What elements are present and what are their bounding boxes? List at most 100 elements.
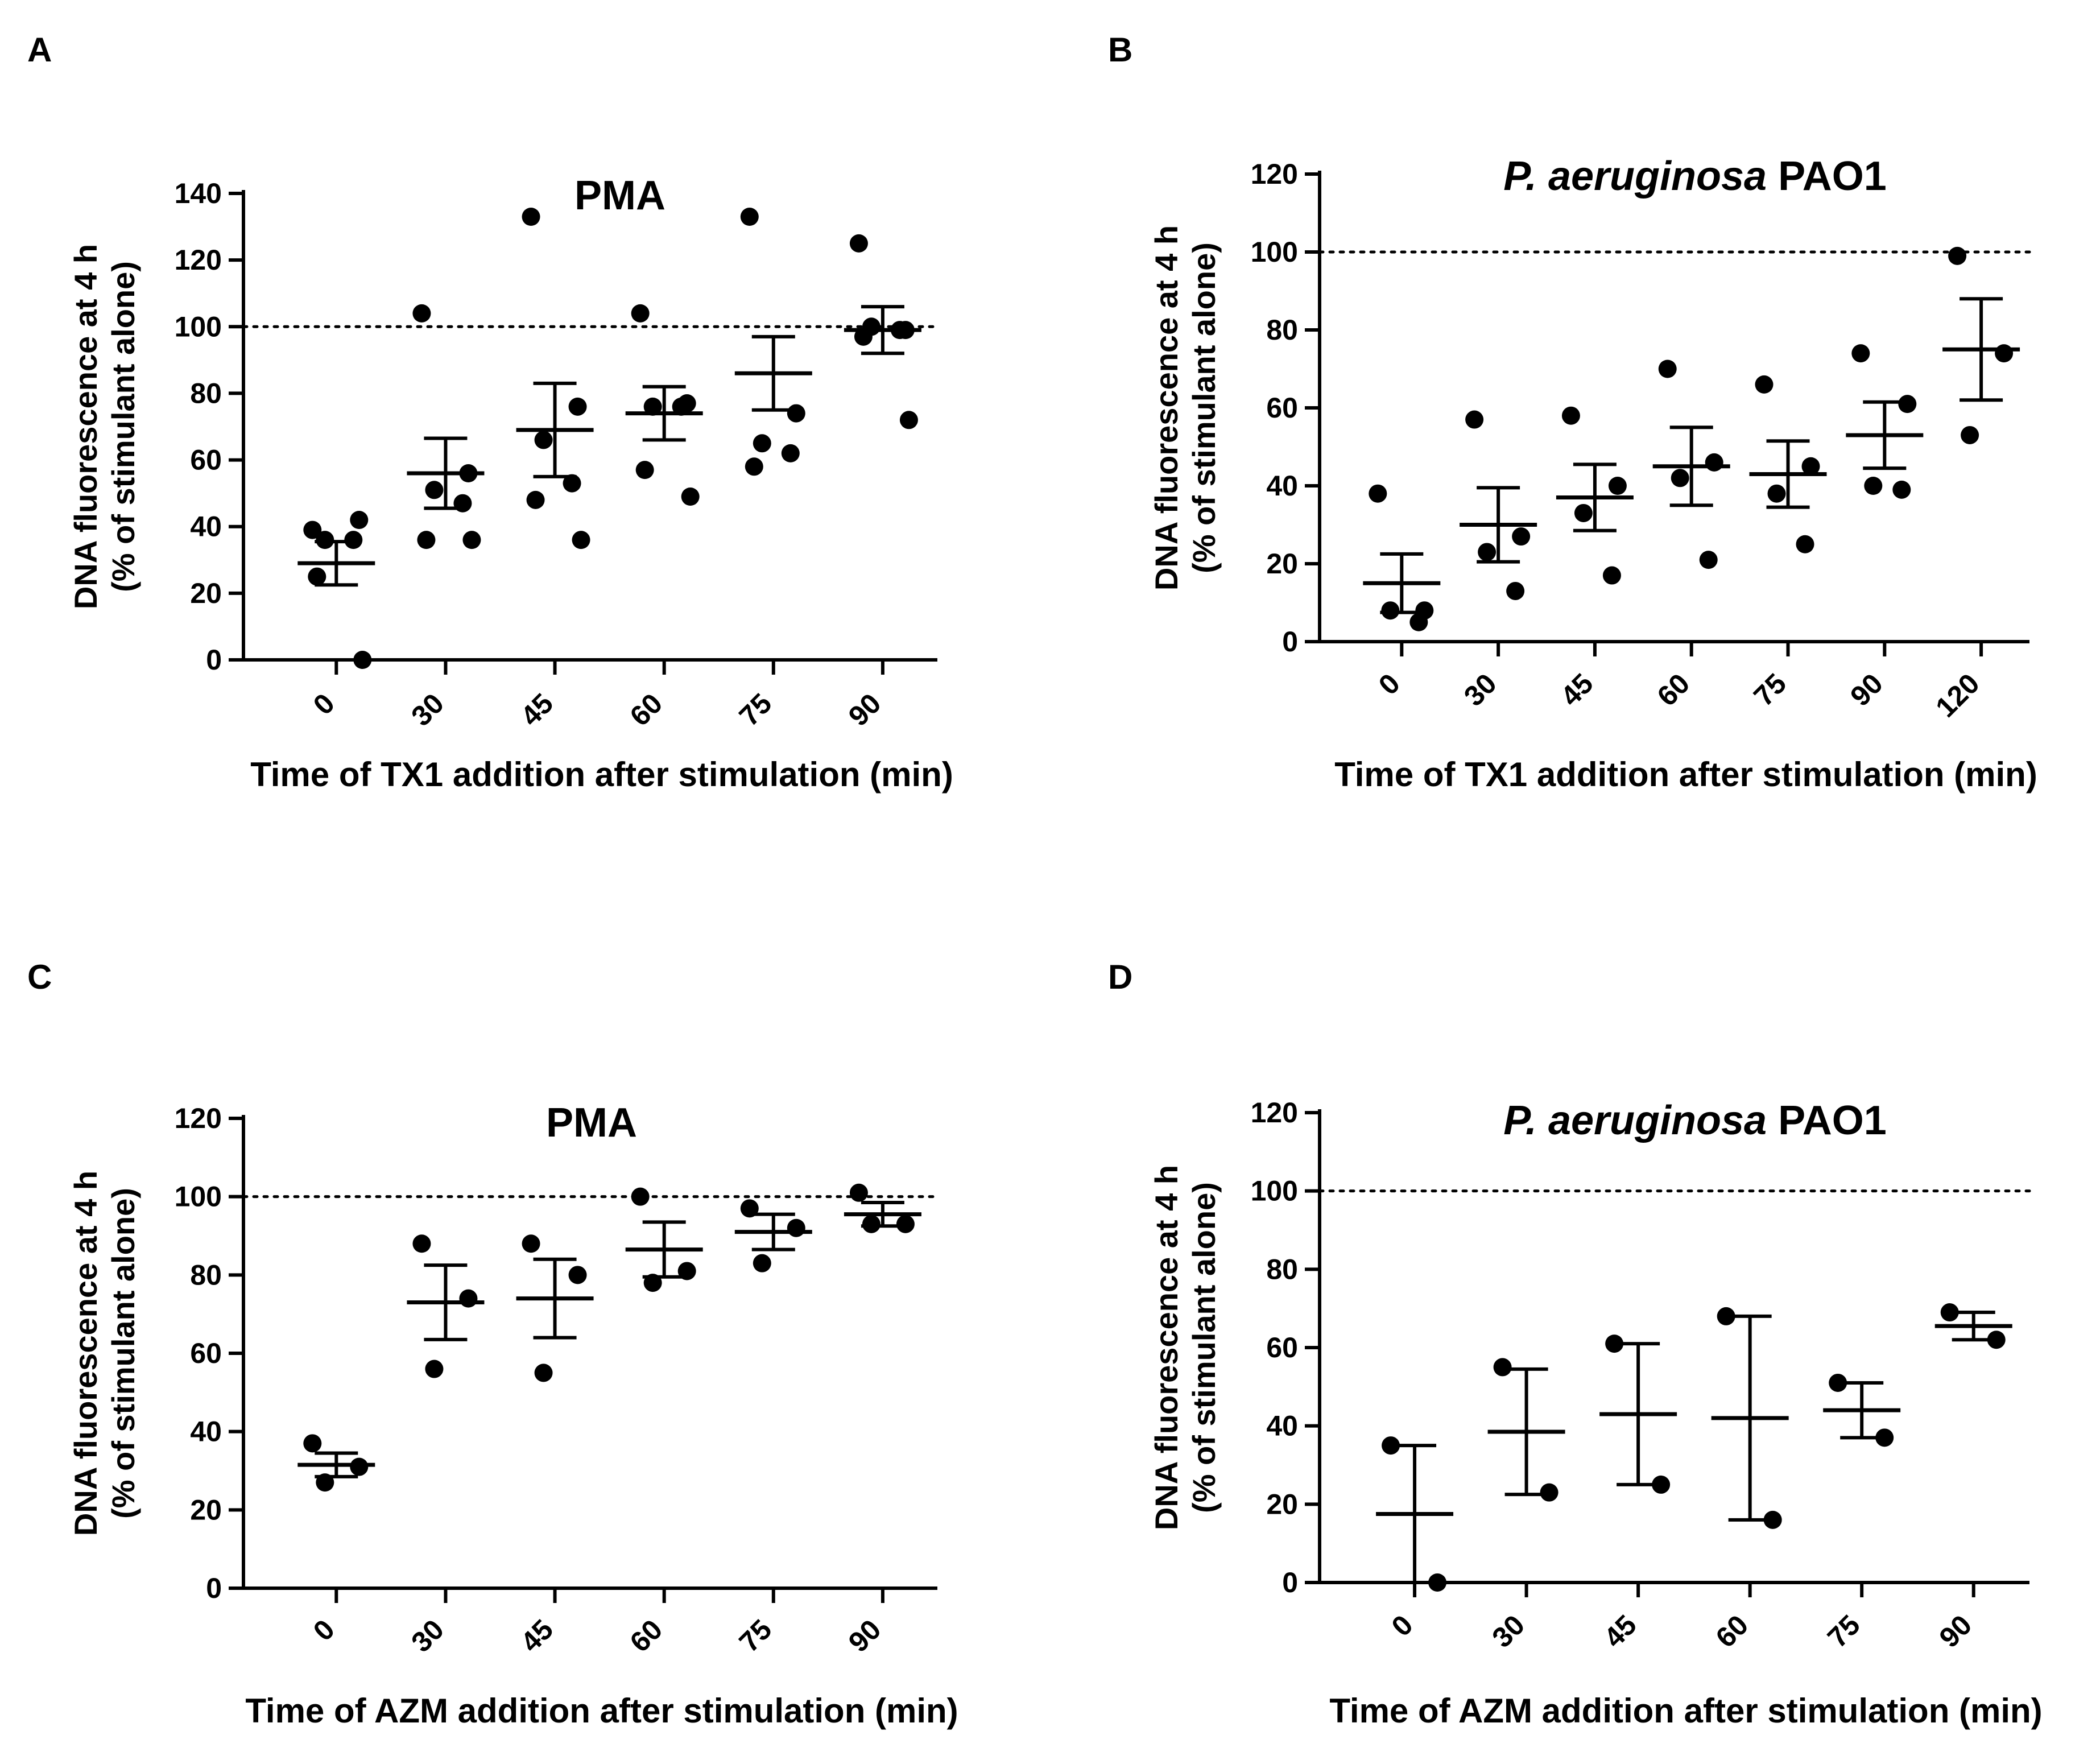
group-45	[1556, 406, 1634, 585]
chart-title: P. aeruginosa PAO1	[1503, 1098, 1887, 1143]
data-point	[1493, 1358, 1512, 1377]
data-point	[1767, 484, 1786, 503]
x-tick-label: 60	[624, 1613, 669, 1658]
data-point	[631, 1187, 650, 1206]
data-point	[563, 474, 581, 493]
data-point	[1987, 1331, 2006, 1349]
group-90	[844, 1183, 921, 1233]
y-tick-label: 40	[1266, 470, 1298, 502]
data-point	[1851, 344, 1870, 363]
x-tick-label: 60	[624, 687, 669, 732]
chart-title: PMA	[546, 1100, 637, 1146]
y-axis-label-line1: DNA fluorescence at 4 h	[1148, 1165, 1184, 1530]
data-point	[899, 411, 918, 429]
data-point	[1465, 410, 1484, 429]
group-45	[516, 1234, 594, 1382]
data-point	[353, 651, 372, 669]
chart-title: P. aeruginosa PAO1	[1503, 154, 1887, 199]
data-point	[1875, 1428, 1894, 1447]
x-tick-label: 75	[1747, 667, 1792, 712]
panel-a: A PMA 0 20 40 60 80 100 120 140 0 30 45 60 75 90 DNA flu…	[27, 31, 953, 794]
y-tick-label: 0	[1282, 1567, 1298, 1598]
x-axis-label: Time of TX1 addition after stimulation (…	[1334, 755, 2037, 794]
y-axis-label-line1: DNA fluorescence at 4 h	[1148, 225, 1184, 590]
x-tick-label: 30	[1486, 1609, 1531, 1654]
data-point	[522, 208, 540, 226]
data-point	[1796, 535, 1814, 553]
group-120	[1942, 246, 2020, 444]
chart-title-text: PAO1	[1778, 1098, 1887, 1143]
group-0	[297, 1434, 375, 1492]
data-point	[1961, 425, 1979, 444]
data-point	[1506, 581, 1525, 600]
data-point	[1574, 503, 1593, 522]
data-point	[462, 531, 481, 550]
group-60	[1652, 360, 1730, 569]
data-point	[745, 457, 763, 476]
y-tick-label: 80	[1266, 1253, 1298, 1285]
data-point	[787, 404, 805, 423]
data-point	[862, 1214, 880, 1233]
data-point	[635, 461, 654, 480]
data-point	[350, 511, 369, 529]
group-90	[1846, 344, 1924, 499]
data-point	[1652, 1475, 1671, 1494]
data-point	[849, 234, 868, 253]
y-tick-label: 120	[175, 1102, 222, 1134]
y-tick-label: 40	[190, 1416, 222, 1448]
chart-title-text: PMA	[574, 173, 665, 218]
group-45	[516, 208, 594, 550]
x-tick-label: 90	[842, 1613, 887, 1658]
y-tick-label: 60	[190, 444, 222, 476]
y-tick-label: 100	[175, 1181, 222, 1213]
group-75	[734, 1199, 812, 1273]
x-tick-label: 0	[307, 1613, 341, 1647]
data-point	[459, 1289, 478, 1308]
x-tick-label: 45	[1598, 1609, 1643, 1654]
y-tick-label: 120	[1251, 1097, 1298, 1129]
data-point	[1763, 1510, 1782, 1529]
y-tick-label: 120	[175, 244, 222, 276]
panel-d: D P. aeruginosa PAO1 0 20 40 60 80 100 120 0 30 45 6…	[1108, 958, 2043, 1730]
x-tick-label: 45	[514, 1613, 559, 1658]
y-axis-label-line2: (% of stimulant alone)	[105, 261, 141, 592]
data-point	[1369, 484, 1387, 503]
x-axis-label: Time of AZM addition after stimulation (…	[1329, 1692, 2042, 1730]
data-point	[1540, 1483, 1559, 1502]
x-axis-label: Time of TX1 addition after stimulation (…	[250, 755, 953, 794]
group-0	[1363, 484, 1441, 631]
group-90	[844, 234, 921, 429]
y-axis-label: DNA fluorescence at 4 h(% of stimulant a…	[68, 1171, 141, 1536]
data-point	[1717, 1307, 1735, 1325]
data-point	[1382, 1436, 1400, 1455]
data-point	[1755, 375, 1774, 394]
panel-letter: D	[1108, 958, 1132, 996]
data-point	[412, 304, 431, 323]
data-point	[1940, 1303, 1959, 1322]
y-tick-label: 20	[190, 1494, 222, 1526]
data-point	[1892, 480, 1911, 499]
data-point	[740, 208, 759, 226]
data-point	[787, 1218, 805, 1237]
data-point	[1699, 551, 1718, 569]
data-point	[631, 304, 650, 323]
group-0	[1376, 1436, 1454, 1592]
data-point	[568, 1266, 587, 1284]
panel-c: C PMA 0 20 40 60 80 100 120 0 30 45 60 75 90 DNA fluore…	[27, 958, 958, 1730]
y-tick-label: 100	[1251, 1175, 1298, 1207]
x-tick-label: 0	[1386, 1609, 1419, 1642]
group-30	[1460, 410, 1537, 600]
data-point	[303, 1434, 322, 1453]
data-point	[1608, 477, 1627, 495]
panel-letter: B	[1108, 31, 1132, 69]
group-75	[1823, 1373, 1901, 1447]
group-90	[1934, 1303, 2012, 1349]
y-axis-label-line1: DNA fluorescence at 4 h	[68, 244, 104, 609]
data-point	[303, 520, 322, 539]
y-tick-label: 20	[1266, 1488, 1298, 1520]
y-tick-label: 60	[1266, 1332, 1298, 1364]
y-tick-label: 120	[1251, 158, 1298, 190]
x-tick-label: 75	[733, 1613, 778, 1658]
data-point	[1995, 344, 2014, 363]
x-tick-label: 30	[405, 687, 450, 732]
